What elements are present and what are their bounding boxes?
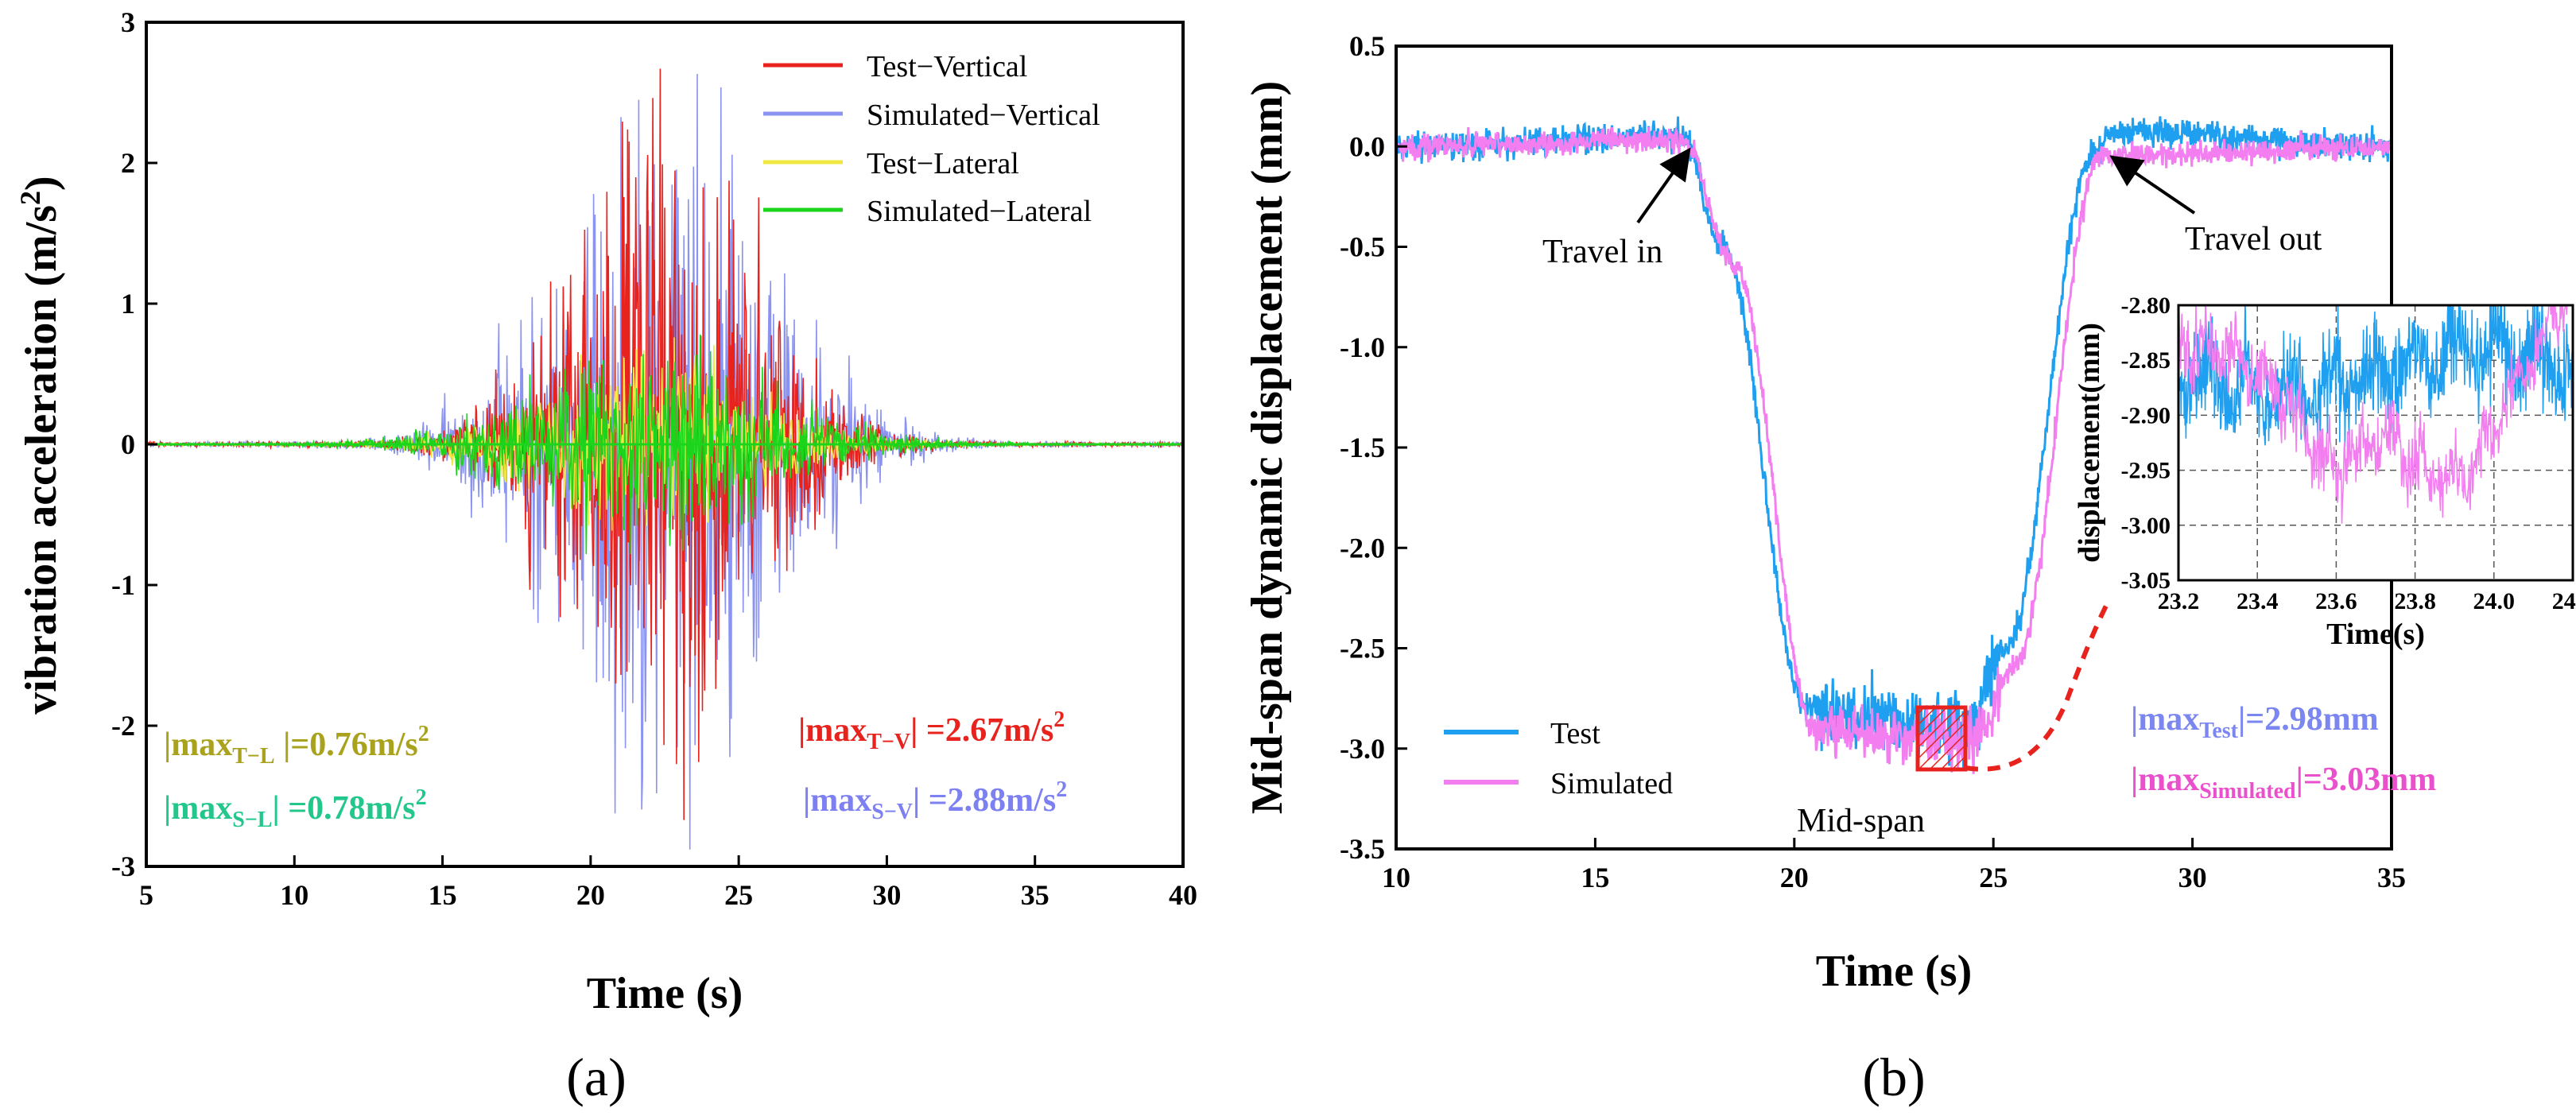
panel-b-xtick-label: 20 bbox=[1780, 862, 1809, 893]
inset-ytick-label: -2.85 bbox=[2121, 347, 2171, 374]
series-simulated bbox=[1395, 126, 2393, 774]
panel-b-ticks: 10 15 20 25 30 35 0.5 0.0 -0.5 -1.0 -1.5 -2.0 -2.5 -3… bbox=[1340, 30, 2406, 893]
panel-a-xtick-label: 35 bbox=[1021, 879, 1049, 911]
panel-b-xtick-label: 15 bbox=[1581, 862, 1609, 893]
inset-series-simulated bbox=[2178, 305, 2568, 524]
inset-chart: 23.2 23.4 23.6 23.8 24.0 24.2 -2.80 -2.85 -2.90 -… bbox=[2073, 293, 2576, 651]
inset-ylabel: displacement(mm) bbox=[2073, 323, 2106, 563]
panel-b-ytick-label: -1.0 bbox=[1340, 331, 1385, 363]
panel-a-ytick-label: 0 bbox=[121, 428, 135, 460]
annotation-max-simulated-vertical: |maxS−V| =2.88m/s2 bbox=[803, 777, 1067, 824]
panel-b-series-group bbox=[1395, 116, 2393, 774]
panel-b-label: (b) bbox=[1862, 1047, 1925, 1107]
panel-a-xtick-label: 15 bbox=[429, 879, 457, 911]
panel-b: 10 15 20 25 30 35 0.5 0.0 -0.5 -1.0 -1.5 -2.0 -2.5 -3… bbox=[1243, 30, 2576, 1107]
panel-b-ytick-label: -3.0 bbox=[1340, 733, 1385, 765]
panel-b-legend: Test Simulated bbox=[1444, 717, 1673, 800]
panel-b-ytick-label: -2.0 bbox=[1340, 532, 1385, 564]
travel-out-label: Travel out bbox=[2185, 221, 2322, 258]
panel-a: 5 10 15 20 25 30 35 40 -3 -2 -1 0 1 2 3 Time (s) vibra… bbox=[14, 6, 1197, 1107]
panel-b-ytick-label: 0.0 bbox=[1349, 130, 1385, 162]
travel-in-arrow bbox=[1636, 147, 1691, 224]
panel-a-xtick-label: 5 bbox=[139, 879, 153, 911]
panel-a-xtick-label: 10 bbox=[280, 879, 308, 911]
legend-label-test-vertical: Test−Vertical bbox=[867, 50, 1027, 83]
panel-b-ytick-label: -3.5 bbox=[1340, 833, 1385, 865]
inset-series-clip bbox=[2178, 305, 2573, 524]
panel-b-ytick-label: -0.5 bbox=[1340, 231, 1385, 263]
inset-xtick-label: 23.2 bbox=[2158, 588, 2200, 614]
panel-a-xtick-label: 30 bbox=[872, 879, 901, 911]
panel-a-ytick-label: 3 bbox=[121, 6, 135, 38]
panel-b-xtick-label: 10 bbox=[1382, 862, 1410, 893]
legend-label-simulated: Simulated bbox=[1550, 767, 1673, 800]
panel-a-legend: Test−Vertical Simulated−Vertical Test−La… bbox=[763, 50, 1100, 228]
inset-series-group bbox=[2178, 305, 2573, 524]
panel-a-xtick-label: 40 bbox=[1169, 879, 1197, 911]
inset-ytick-label: -3.05 bbox=[2121, 568, 2171, 594]
inset-ytick-label: -2.90 bbox=[2121, 402, 2171, 428]
legend-label-simulated-lateral: Simulated−Lateral bbox=[867, 195, 1092, 228]
panel-b-ytick-label: -2.5 bbox=[1340, 633, 1385, 665]
inset-ytick-label: -3.00 bbox=[2121, 513, 2171, 539]
inset-xtick-label: 24.0 bbox=[2473, 588, 2516, 614]
panel-a-ytick-label: -2 bbox=[111, 710, 135, 742]
panel-b-ytick-label: -1.5 bbox=[1340, 432, 1385, 463]
panel-b-ytick-label: 0.5 bbox=[1349, 30, 1385, 62]
panel-b-xtick-label: 25 bbox=[1979, 862, 2008, 893]
zoom-connector-dashed bbox=[1965, 603, 2109, 772]
inset-ytick-label: -2.80 bbox=[2121, 293, 2171, 319]
inset-xtick-label: 23.6 bbox=[2315, 588, 2357, 614]
panel-a-series-group bbox=[145, 68, 1184, 850]
mid-span-label: Mid-span bbox=[1797, 803, 1925, 839]
travel-in-label: Travel in bbox=[1542, 234, 1662, 270]
panel-a-label: (a) bbox=[566, 1047, 626, 1107]
inset-xtick-label: 24.2 bbox=[2552, 588, 2576, 614]
annotation-max-test: |maxTest|=2.98mm bbox=[2131, 701, 2379, 743]
panel-a-ytick-label: -1 bbox=[111, 569, 135, 601]
panel-a-ytick-label: -3 bbox=[111, 851, 135, 882]
panel-a-xlabel: Time (s) bbox=[587, 969, 743, 1018]
annotation-max-simulated: |maxSimulated|=3.03mm bbox=[2131, 761, 2436, 804]
inset-xlabel: Time(s) bbox=[2326, 618, 2425, 651]
panel-a-ytick-label: 2 bbox=[121, 147, 135, 179]
mid-span-zoom-box bbox=[1915, 705, 1968, 772]
panel-b-ylabel: Mid-span dynamic displacement (mm) bbox=[1243, 81, 1292, 814]
panel-a-xtick-label: 20 bbox=[576, 879, 605, 911]
annotation-max-test-lateral: |maxT−L |=0.76m/s2 bbox=[164, 722, 429, 769]
legend-label-test-lateral: Test−Lateral bbox=[867, 147, 1019, 180]
panel-b-xtick-label: 30 bbox=[2178, 862, 2207, 893]
inset-xtick-label: 23.4 bbox=[2237, 588, 2279, 614]
panel-b-xtick-label: 35 bbox=[2377, 862, 2406, 893]
panel-a-ytick-label: 1 bbox=[121, 288, 135, 320]
inset-ticks: 23.2 23.4 23.6 23.8 24.0 24.2 -2.80 -2.85 -2.90 -… bbox=[2121, 293, 2576, 614]
legend-label-test: Test bbox=[1550, 717, 1600, 750]
panel-a-ylabel: vibration acceleration (m/s2) bbox=[14, 176, 66, 714]
panel-a-ticks: 5 10 15 20 25 30 35 40 -3 -2 -1 0 1 2 3 bbox=[111, 6, 1197, 911]
travel-out-arrow bbox=[2109, 155, 2196, 215]
legend-label-simulated-vertical: Simulated−Vertical bbox=[867, 99, 1100, 132]
inset-frame bbox=[2177, 304, 2574, 582]
annotation-max-test-vertical: |maxT−V| =2.67m/s2 bbox=[798, 707, 1065, 754]
inset-xtick-label: 23.8 bbox=[2394, 588, 2436, 614]
panel-a-xtick-label: 25 bbox=[724, 879, 753, 911]
panel-b-xlabel: Time (s) bbox=[1816, 947, 1973, 996]
annotation-max-simulated-lateral: |maxS−L| =0.78m/s2 bbox=[164, 785, 427, 832]
inset-ytick-label: -2.95 bbox=[2121, 458, 2171, 484]
